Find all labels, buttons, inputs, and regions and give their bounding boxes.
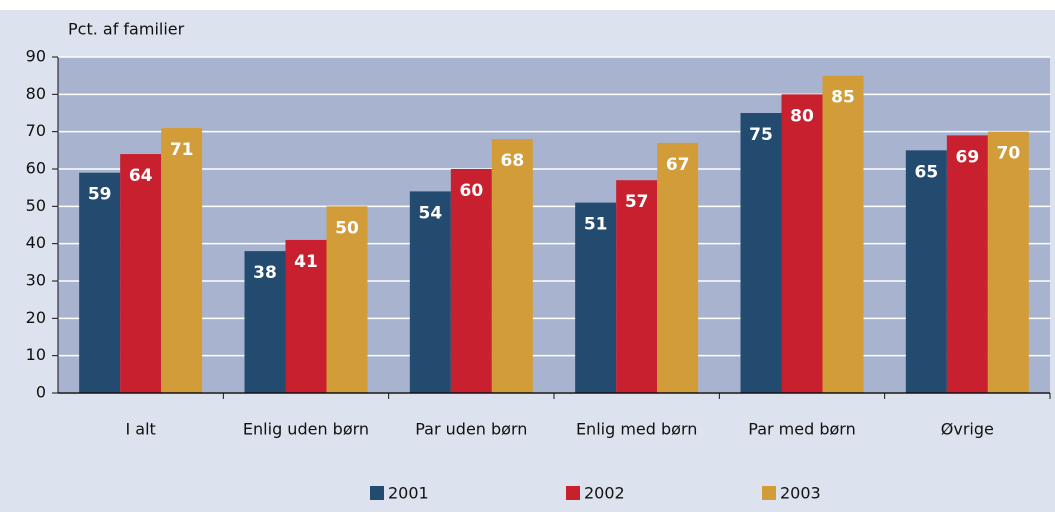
value-label: 59	[88, 185, 112, 205]
bar	[326, 206, 368, 393]
value-label: 54	[418, 203, 442, 223]
y-tick-label: 40	[26, 233, 46, 252]
bar	[822, 75, 864, 394]
bar	[79, 172, 121, 393]
x-tick-label: Enlig med børn	[576, 420, 697, 439]
y-tick-label: 70	[26, 121, 46, 140]
value-label: 68	[500, 151, 524, 171]
value-label: 71	[170, 140, 194, 160]
bar	[616, 180, 658, 393]
bar	[575, 202, 617, 393]
x-tick-label: I alt	[126, 420, 156, 439]
value-label: 80	[790, 106, 814, 126]
bar	[244, 251, 286, 393]
y-axis-title: Pct. af familier	[68, 20, 185, 39]
bar	[285, 239, 327, 393]
y-tick-label: 20	[26, 308, 46, 327]
x-tick-label: Øvrige	[941, 420, 994, 439]
value-label: 85	[831, 88, 855, 108]
bar	[120, 154, 162, 393]
legend-swatch	[566, 486, 580, 500]
bar	[450, 169, 492, 393]
value-label: 51	[584, 215, 608, 235]
legend-label: 2003	[780, 484, 821, 503]
value-label: 75	[749, 125, 773, 145]
bar	[946, 135, 988, 393]
value-label: 60	[459, 181, 483, 201]
value-label: 65	[914, 162, 938, 182]
value-label: 64	[129, 166, 153, 186]
bar	[491, 139, 533, 393]
bar	[657, 142, 699, 393]
y-tick-label: 0	[36, 383, 46, 402]
x-tick-label: Par med børn	[748, 420, 855, 439]
bar	[161, 127, 203, 393]
x-tick-label: Par uden børn	[415, 420, 527, 439]
y-tick-label: 50	[26, 196, 46, 215]
legend-swatch	[762, 486, 776, 500]
legend-label: 2002	[584, 484, 625, 503]
value-label: 41	[294, 252, 318, 272]
value-label: 57	[625, 192, 649, 212]
value-label: 67	[666, 155, 690, 175]
bar	[905, 150, 947, 393]
y-tick-label: 30	[26, 271, 46, 290]
y-tick-label: 90	[26, 47, 46, 66]
value-label: 70	[996, 144, 1020, 164]
legend-swatch	[370, 486, 384, 500]
y-tick-label: 10	[26, 345, 46, 364]
value-label: 69	[955, 147, 979, 167]
plot-area	[58, 57, 1050, 393]
bar	[740, 113, 782, 393]
y-tick-label: 80	[26, 84, 46, 103]
legend-label: 2001	[388, 484, 429, 503]
bar	[409, 191, 451, 393]
bar	[781, 94, 823, 393]
value-label: 38	[253, 263, 277, 283]
bar	[987, 131, 1029, 393]
y-tick-label: 60	[26, 159, 46, 178]
x-tick-label: Enlig uden børn	[243, 420, 369, 439]
value-label: 50	[335, 218, 359, 238]
